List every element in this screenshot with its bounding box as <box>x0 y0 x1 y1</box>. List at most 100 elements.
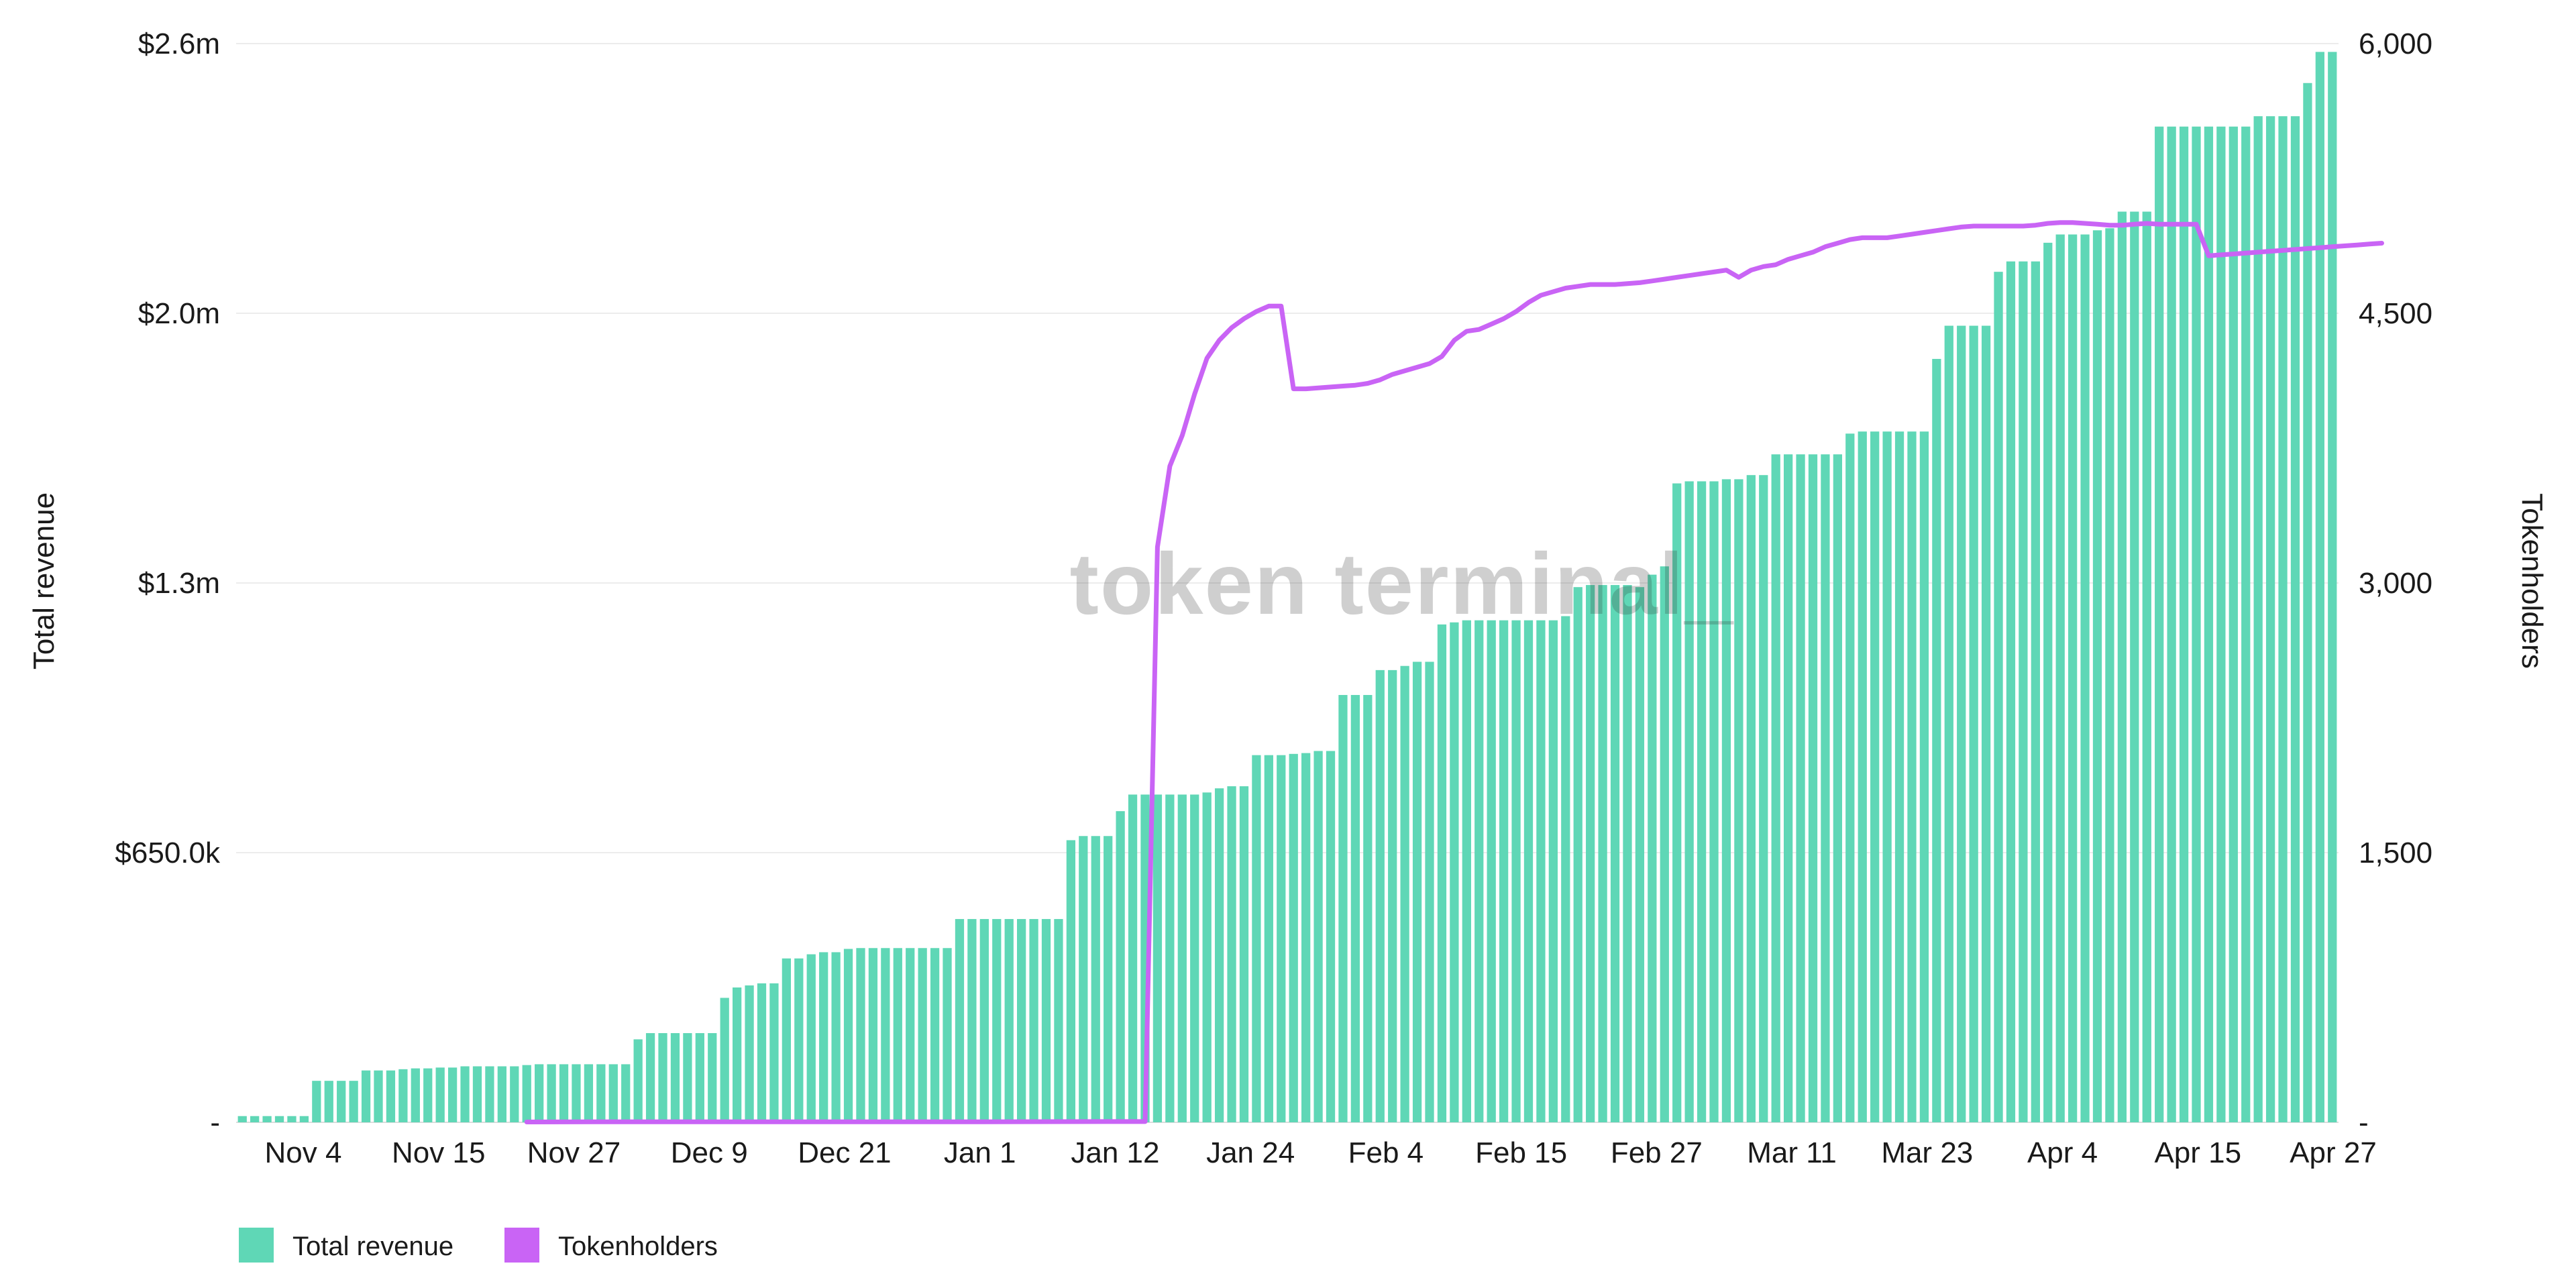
revenue-bar <box>745 985 754 1122</box>
watermark: token terminal_ <box>1070 535 1735 633</box>
revenue-bar <box>695 1033 704 1122</box>
revenue-bar <box>361 1070 371 1122</box>
revenue-bar <box>2204 126 2214 1123</box>
revenue-bar <box>893 948 902 1122</box>
revenue-bar <box>1128 794 1138 1122</box>
x-tick-label: Dec 9 <box>671 1136 748 1169</box>
legend-swatch-tokenholders <box>504 1228 539 1263</box>
revenue-bar <box>868 948 878 1122</box>
revenue-bar <box>2192 126 2201 1123</box>
revenue-bar <box>2142 211 2151 1122</box>
revenue-bar <box>1821 454 1830 1122</box>
revenue-bar <box>250 1116 260 1122</box>
revenue-bar <box>559 1064 569 1122</box>
revenue-bar <box>435 1067 445 1122</box>
revenue-bar <box>374 1070 383 1122</box>
revenue-bar <box>906 948 915 1122</box>
revenue-bar <box>460 1066 470 1122</box>
revenue-bar <box>447 1067 458 1122</box>
revenue-bar <box>1709 481 1719 1122</box>
revenue-bar <box>237 1116 247 1122</box>
revenue-bar <box>782 958 792 1122</box>
x-tick-label: Apr 27 <box>2290 1136 2377 1169</box>
x-axis-ticks: Nov 4 Nov 15 Nov 27 Dec 9 Dec 21 Jan 1 Jan 12 J… <box>265 1136 2377 1169</box>
revenue-bar <box>1672 483 1682 1122</box>
revenue-bar <box>831 952 841 1122</box>
revenue-bar <box>2179 126 2189 1123</box>
x-tick-label: Nov 4 <box>265 1136 342 1169</box>
revenue-bar <box>658 1033 667 1122</box>
revenue-bar <box>1573 587 1582 1122</box>
legend-swatch-total-revenue <box>239 1228 274 1263</box>
legend-label-tokenholders: Tokenholders <box>558 1232 718 1261</box>
revenue-bar <box>2155 126 2164 1123</box>
revenue-bar <box>2253 116 2263 1123</box>
revenue-bar <box>2019 261 2028 1122</box>
revenue-bar <box>967 918 977 1122</box>
revenue-bar <box>608 1064 618 1122</box>
revenue-bar <box>2130 211 2139 1122</box>
revenue-bar <box>1697 481 1707 1122</box>
revenue-bar <box>522 1065 531 1122</box>
revenue-bar <box>1437 624 1447 1122</box>
revenue-bar <box>2105 228 2114 1123</box>
revenue-bar <box>1833 454 1843 1122</box>
revenue-bar <box>621 1064 631 1122</box>
revenue-bar <box>1957 325 1966 1122</box>
left-tick-label: $2.6m <box>138 28 220 60</box>
left-tick-label: - <box>210 1106 220 1139</box>
right-tick-label: - <box>2359 1106 2369 1139</box>
revenue-bar <box>1870 431 1880 1123</box>
revenue-bar <box>1165 794 1175 1122</box>
x-tick-label: Nov 27 <box>527 1136 621 1169</box>
legend: Total revenue Tokenholders <box>239 1228 718 1263</box>
revenue-bar <box>572 1064 581 1122</box>
revenue-bar <box>1845 433 1855 1123</box>
revenue-bar <box>1882 431 1892 1123</box>
revenue-bar <box>992 918 1002 1122</box>
revenue-bar <box>1660 566 1669 1122</box>
revenue-bar <box>1252 755 1261 1122</box>
revenue-bar <box>299 1116 309 1122</box>
revenue-bar <box>1277 755 1286 1122</box>
revenue-bar <box>1450 622 1459 1122</box>
revenue-bar <box>1190 794 1199 1122</box>
x-tick-label: Feb 27 <box>1611 1136 1703 1169</box>
revenue-bar <box>881 948 890 1122</box>
x-tick-label: Dec 21 <box>798 1136 891 1169</box>
revenue-bar <box>1648 574 1657 1122</box>
revenue-bar <box>1152 794 1163 1122</box>
revenue-bar <box>349 1081 358 1122</box>
x-tick-label: Apr 4 <box>2027 1136 2098 1169</box>
revenue-bar <box>2315 52 2324 1122</box>
revenue-bar <box>1289 753 1298 1122</box>
revenue-bar <box>1412 661 1422 1122</box>
revenue-bar <box>1907 431 1917 1123</box>
revenue-bar <box>411 1068 420 1122</box>
revenue-bar <box>806 954 816 1122</box>
revenue-bar <box>633 1039 643 1122</box>
revenue-bar <box>1684 481 1694 1122</box>
revenue-bar <box>398 1069 408 1122</box>
right-tick-label: 6,000 <box>2359 28 2432 60</box>
revenue-bar <box>2328 52 2337 1122</box>
revenue-bar <box>918 948 927 1122</box>
right-tick-label: 4,500 <box>2359 297 2432 330</box>
revenue-bar <box>1375 669 1385 1122</box>
revenue-bar <box>1214 788 1224 1122</box>
revenue-bar <box>1425 661 1434 1122</box>
revenue-bar <box>1388 669 1397 1122</box>
revenue-bar <box>510 1066 519 1122</box>
revenue-bar <box>683 1033 692 1122</box>
right-tick-label: 3,000 <box>2359 567 2432 600</box>
revenue-bar <box>2229 126 2238 1123</box>
right-axis-title: Tokenholders <box>2516 493 2548 669</box>
x-tick-label: Mar 11 <box>1747 1136 1837 1169</box>
x-tick-label: Jan 24 <box>1206 1136 1295 1169</box>
revenue-bar <box>1004 918 1014 1122</box>
revenue-bar <box>1548 620 1558 1122</box>
revenue-bar <box>1079 836 1088 1122</box>
x-tick-label: Apr 15 <box>2154 1136 2241 1169</box>
left-tick-label: $650.0k <box>115 837 221 869</box>
revenue-bar <box>2055 234 2065 1122</box>
